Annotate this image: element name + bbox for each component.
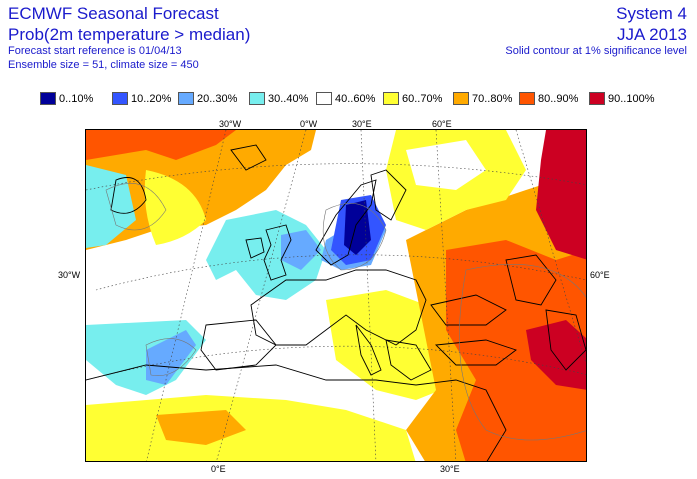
- latitude-line: [86, 345, 586, 381]
- region-90-100: [536, 130, 586, 260]
- legend-label: 80..90%: [538, 93, 579, 105]
- legend-swatch: [316, 92, 332, 105]
- longitude-line: [515, 130, 586, 365]
- coastline: [230, 144, 267, 171]
- lon-label-top: 30°E: [352, 119, 372, 129]
- coastline: [430, 294, 507, 326]
- coastlines: [86, 144, 586, 461]
- legend-label: 0..10%: [59, 93, 94, 105]
- coastline: [385, 339, 432, 381]
- legend-label: 60..70%: [402, 93, 443, 105]
- lon-label-top: 0°W: [300, 119, 318, 129]
- legend-label: 70..80%: [472, 93, 513, 105]
- coastline: [545, 309, 586, 371]
- legend-swatch: [589, 92, 605, 105]
- region-80-90: [86, 130, 236, 160]
- legend-label: 90..100%: [608, 93, 655, 105]
- legend-swatch: [453, 92, 469, 105]
- legend-label: 10..20%: [131, 93, 172, 105]
- coastline: [250, 269, 427, 346]
- region-60-70: [86, 395, 416, 461]
- legend-swatch: [178, 92, 194, 105]
- coastline: [355, 324, 382, 376]
- coastline: [245, 237, 265, 259]
- significance-note: Solid contour at 1% significance level: [505, 45, 687, 57]
- coastline: [505, 254, 557, 306]
- coastline: [86, 364, 507, 461]
- lon-label-bottom: 0°E: [211, 464, 226, 474]
- forecast-title: ECMWF Seasonal Forecast: [8, 4, 219, 23]
- coastline: [435, 339, 517, 366]
- system-label: System 4: [616, 4, 687, 23]
- legend-swatch: [112, 92, 128, 105]
- lat-label-right: 60°E: [590, 270, 610, 280]
- legend-swatch: [40, 92, 56, 105]
- contour-line: [459, 264, 586, 441]
- legend-swatch: [249, 92, 265, 105]
- contour-line: [145, 338, 197, 377]
- lon-label-bottom: 30°E: [440, 464, 460, 474]
- legend-label: 30..40%: [268, 93, 309, 105]
- significance-contours: [105, 183, 586, 441]
- lon-label-top: 60°E: [432, 119, 452, 129]
- region-70-80: [86, 130, 316, 250]
- coastline: [263, 224, 292, 281]
- coastline: [200, 319, 277, 371]
- coastline: [315, 179, 377, 266]
- region-60-70: [144, 170, 206, 245]
- region-20-30: [146, 330, 196, 385]
- ensemble-size: Ensemble size = 51, climate size = 450: [8, 59, 199, 71]
- longitude-line: [146, 130, 227, 461]
- contour-line: [105, 183, 167, 231]
- longitude-line: [216, 130, 307, 461]
- coastline: [370, 169, 407, 221]
- forecast-variable: Prob(2m temperature > median): [8, 25, 251, 44]
- probability-map-svg: [86, 130, 586, 461]
- lat-label-left: 30°W: [58, 270, 81, 280]
- contour-line: [322, 203, 387, 271]
- coastline: [110, 177, 147, 214]
- region-40-60: [406, 140, 486, 190]
- season-label: JJA 2013: [617, 25, 687, 44]
- legend-swatch: [519, 92, 535, 105]
- lon-label-top: 30°W: [219, 119, 242, 129]
- latitude-line: [95, 254, 586, 291]
- forecast-map: [85, 129, 587, 462]
- graticule: [86, 130, 586, 461]
- legend-swatch: [383, 92, 399, 105]
- forecast-start-reference: Forecast start reference is 01/04/13: [8, 45, 182, 57]
- legend-label: 40..60%: [335, 93, 376, 105]
- latitude-line: [86, 163, 586, 191]
- region-90-100: [526, 320, 586, 390]
- legend-label: 20..30%: [197, 93, 238, 105]
